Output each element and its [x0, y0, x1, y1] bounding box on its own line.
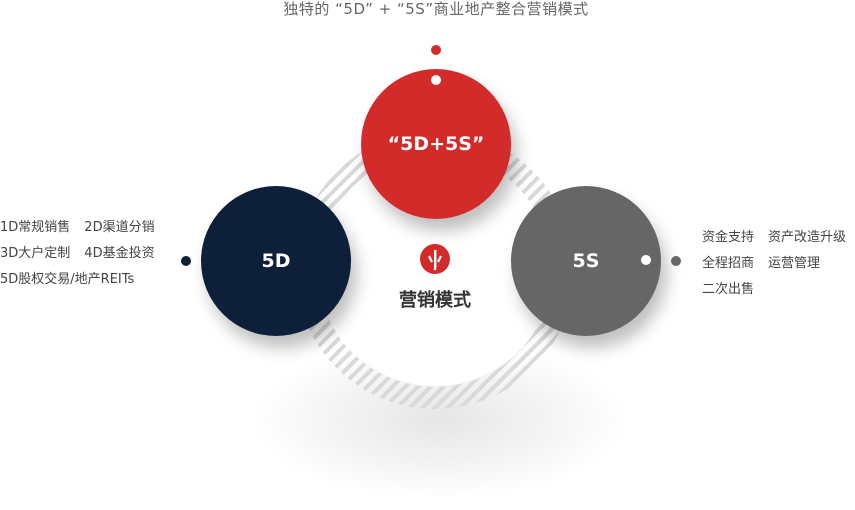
5s-row: 资金支持 资产改造升级 — [702, 225, 846, 251]
5d-row: 3D大户定制 4D基金投资 — [0, 241, 155, 267]
combo-inner-dot — [431, 75, 441, 85]
5s-item: 运营管理 — [768, 256, 821, 271]
5d-item: 2D渠道分销 — [84, 220, 155, 235]
5s-row: 二次出售 — [702, 277, 846, 303]
5d-circle: 5D — [201, 186, 351, 336]
center-label: 营销模式 — [399, 290, 471, 311]
5d-description: 1D常规销售 2D渠道分销 3D大户定制 4D基金投资 5D股权交易/地产REITs — [0, 215, 155, 293]
5d-label: 5D — [261, 250, 291, 272]
5s-description: 资金支持 资产改造升级 全程招商 运营管理 二次出售 — [702, 225, 846, 303]
diagram-title: 独特的 “5D” + “5S”商业地产整合营销模式 — [283, 0, 589, 18]
marketing-logo-icon — [420, 244, 450, 274]
5s-inner-dot — [641, 255, 651, 265]
5d-item: 3D大户定制 — [0, 246, 71, 261]
5s-row: 全程招商 运营管理 — [702, 251, 846, 277]
combo-circle: “5D+5S” — [361, 69, 511, 219]
5s-item: 二次出售 — [702, 282, 755, 297]
5d-row: 5D股权交易/地产REITs — [0, 267, 155, 293]
5s-item: 全程招商 — [702, 256, 755, 271]
floor-shadow — [250, 340, 630, 500]
5s-circle: 5S — [511, 186, 661, 336]
5s-label: 5S — [572, 250, 600, 272]
5s-item: 资金支持 — [702, 230, 755, 245]
combo-label: “5D+5S” — [387, 133, 485, 155]
combo-marker-dot — [431, 45, 441, 55]
5s-item: 资产改造升级 — [768, 230, 847, 245]
5d-marker-dot — [181, 256, 191, 266]
5d-row: 1D常规销售 2D渠道分销 — [0, 215, 155, 241]
5d-item: 5D股权交易/地产REITs — [0, 272, 135, 287]
5d-item: 4D基金投资 — [84, 246, 155, 261]
5s-marker-dot — [671, 256, 681, 266]
5d-item: 1D常规销售 — [0, 220, 71, 235]
